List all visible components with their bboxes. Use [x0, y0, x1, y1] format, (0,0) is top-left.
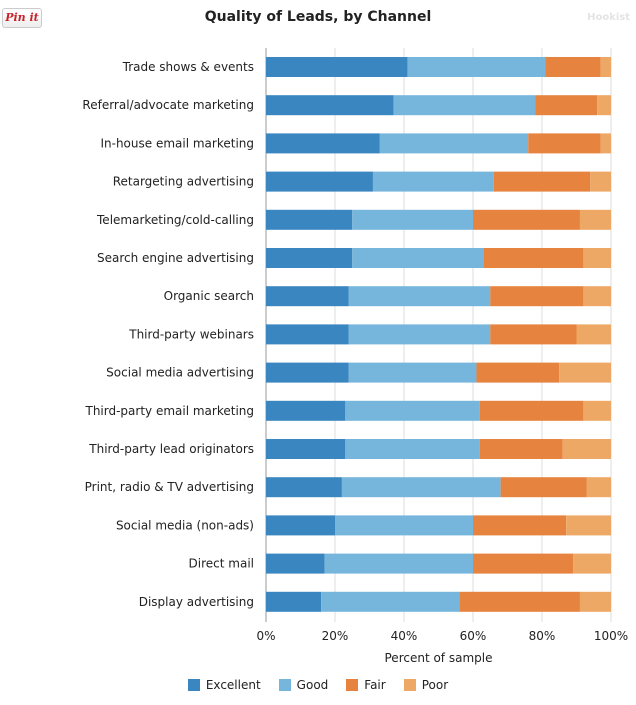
bar-segment-excellent: [266, 133, 380, 154]
bar-segment-good: [348, 286, 491, 307]
bar-segment-fair: [500, 477, 587, 498]
bar-segment-good: [372, 171, 494, 192]
bar-segment-good: [379, 133, 529, 154]
bar-segment-good: [407, 57, 546, 77]
bar-segment-excellent: [266, 95, 394, 116]
bar-segment-poor: [583, 248, 611, 268]
bar-segment-good: [348, 324, 491, 345]
bar-segment-poor: [562, 439, 611, 459]
bar-segment-excellent: [266, 362, 349, 383]
legend-item: Excellent: [187, 678, 261, 692]
bar-segment-excellent: [266, 171, 373, 192]
x-tick-label: 0%: [256, 629, 275, 643]
category-label: Retargeting advertising: [113, 175, 254, 189]
bar-segment-excellent: [266, 248, 353, 268]
bar-segment-poor: [600, 133, 611, 154]
bar-segment-poor: [573, 553, 611, 574]
bar-segment-poor: [579, 591, 611, 612]
category-label: Print, radio & TV advertising: [85, 480, 254, 494]
chart-title: Quality of Leads, by Channel: [204, 9, 432, 25]
category-label: Direct mail: [189, 557, 254, 571]
bar-segment-fair: [473, 515, 567, 536]
bar-segment-fair: [545, 57, 601, 77]
legend-item: Fair: [346, 678, 386, 692]
x-tick-label: 80%: [529, 629, 556, 643]
category-label: Social media advertising: [106, 366, 254, 380]
legend-item: Good: [278, 678, 329, 692]
bar-segment-good: [321, 591, 460, 612]
bar-segment-fair: [490, 324, 577, 345]
x-tick-label: 40%: [391, 629, 418, 643]
bar-segment-excellent: [266, 286, 349, 307]
bar-segment-good: [341, 477, 501, 498]
legend-label: Fair: [364, 678, 386, 692]
bar-segment-good: [352, 209, 473, 230]
legend-label: Excellent: [205, 678, 261, 692]
bar-segment-excellent: [266, 477, 342, 498]
bar-segment-poor: [566, 515, 611, 536]
bar-segment-fair: [535, 95, 598, 116]
pin-it-button[interactable]: Pin it: [2, 8, 42, 28]
category-label: Display advertising: [139, 595, 254, 609]
bar-segment-good: [348, 362, 477, 383]
category-label: Third-party email marketing: [84, 404, 254, 418]
category-label: Social media (non-ads): [116, 518, 254, 532]
bar-segment-good: [352, 248, 484, 268]
legend-label: Poor: [421, 678, 449, 692]
bar-segment-excellent: [266, 591, 322, 612]
category-label: Third-party webinars: [128, 327, 254, 341]
bar-segment-excellent: [266, 515, 335, 536]
bar-segment-good: [345, 439, 480, 459]
legend-swatch: [278, 679, 291, 691]
x-tick-label: 60%: [460, 629, 487, 643]
bar-segment-fair: [473, 209, 580, 230]
category-label: Telemarketing/cold-calling: [96, 213, 254, 227]
legend-swatch: [403, 679, 416, 691]
category-label: Organic search: [164, 289, 254, 303]
bar-segment-good: [393, 95, 536, 116]
bar-segment-poor: [597, 95, 611, 116]
bar-segment-fair: [490, 286, 584, 307]
x-tick-label: 100%: [594, 629, 628, 643]
bar-segment-good: [324, 553, 473, 574]
bar-segment-excellent: [266, 209, 353, 230]
legend-swatch: [346, 679, 359, 691]
bar-segment-fair: [483, 248, 584, 268]
bar-segment-good: [345, 400, 480, 421]
category-label: Trade shows & events: [122, 60, 254, 74]
bar-segment-excellent: [266, 439, 346, 459]
bar-segment-poor: [579, 209, 611, 230]
bar-segment-poor: [586, 477, 611, 498]
bar-segment-fair: [479, 400, 584, 421]
legend-swatch: [187, 679, 200, 691]
bar-segment-poor: [583, 286, 611, 307]
bar-segment-excellent: [266, 400, 346, 421]
x-axis-label: Percent of sample: [384, 651, 493, 665]
watermark-logo: Hookist: [587, 12, 630, 23]
category-label: In-house email marketing: [100, 136, 254, 150]
bar-segment-fair: [459, 591, 580, 612]
bar-segment-excellent: [266, 553, 325, 574]
category-label: Search engine advertising: [97, 251, 254, 265]
bar-segment-poor: [576, 324, 611, 345]
category-label: Third-party lead originators: [88, 442, 254, 456]
x-tick-label: 20%: [322, 629, 349, 643]
bar-segment-fair: [476, 362, 560, 383]
bar-segment-fair: [528, 133, 601, 154]
bar-segment-poor: [600, 57, 611, 77]
bar-segment-excellent: [266, 324, 349, 345]
bar-segment-poor: [559, 362, 611, 383]
legend: Excellent Good Fair Poor: [0, 678, 636, 692]
bar-segment-poor: [583, 400, 611, 421]
bar-segment-fair: [473, 553, 574, 574]
category-label: Referral/advocate marketing: [82, 98, 254, 112]
bar-segment-poor: [590, 171, 611, 192]
legend-label: Good: [296, 678, 329, 692]
bar-segment-fair: [493, 171, 591, 192]
bar-segment-excellent: [266, 57, 408, 77]
bar-segment-fair: [479, 439, 563, 459]
bar-segment-good: [335, 515, 473, 536]
legend-item: Poor: [403, 678, 449, 692]
